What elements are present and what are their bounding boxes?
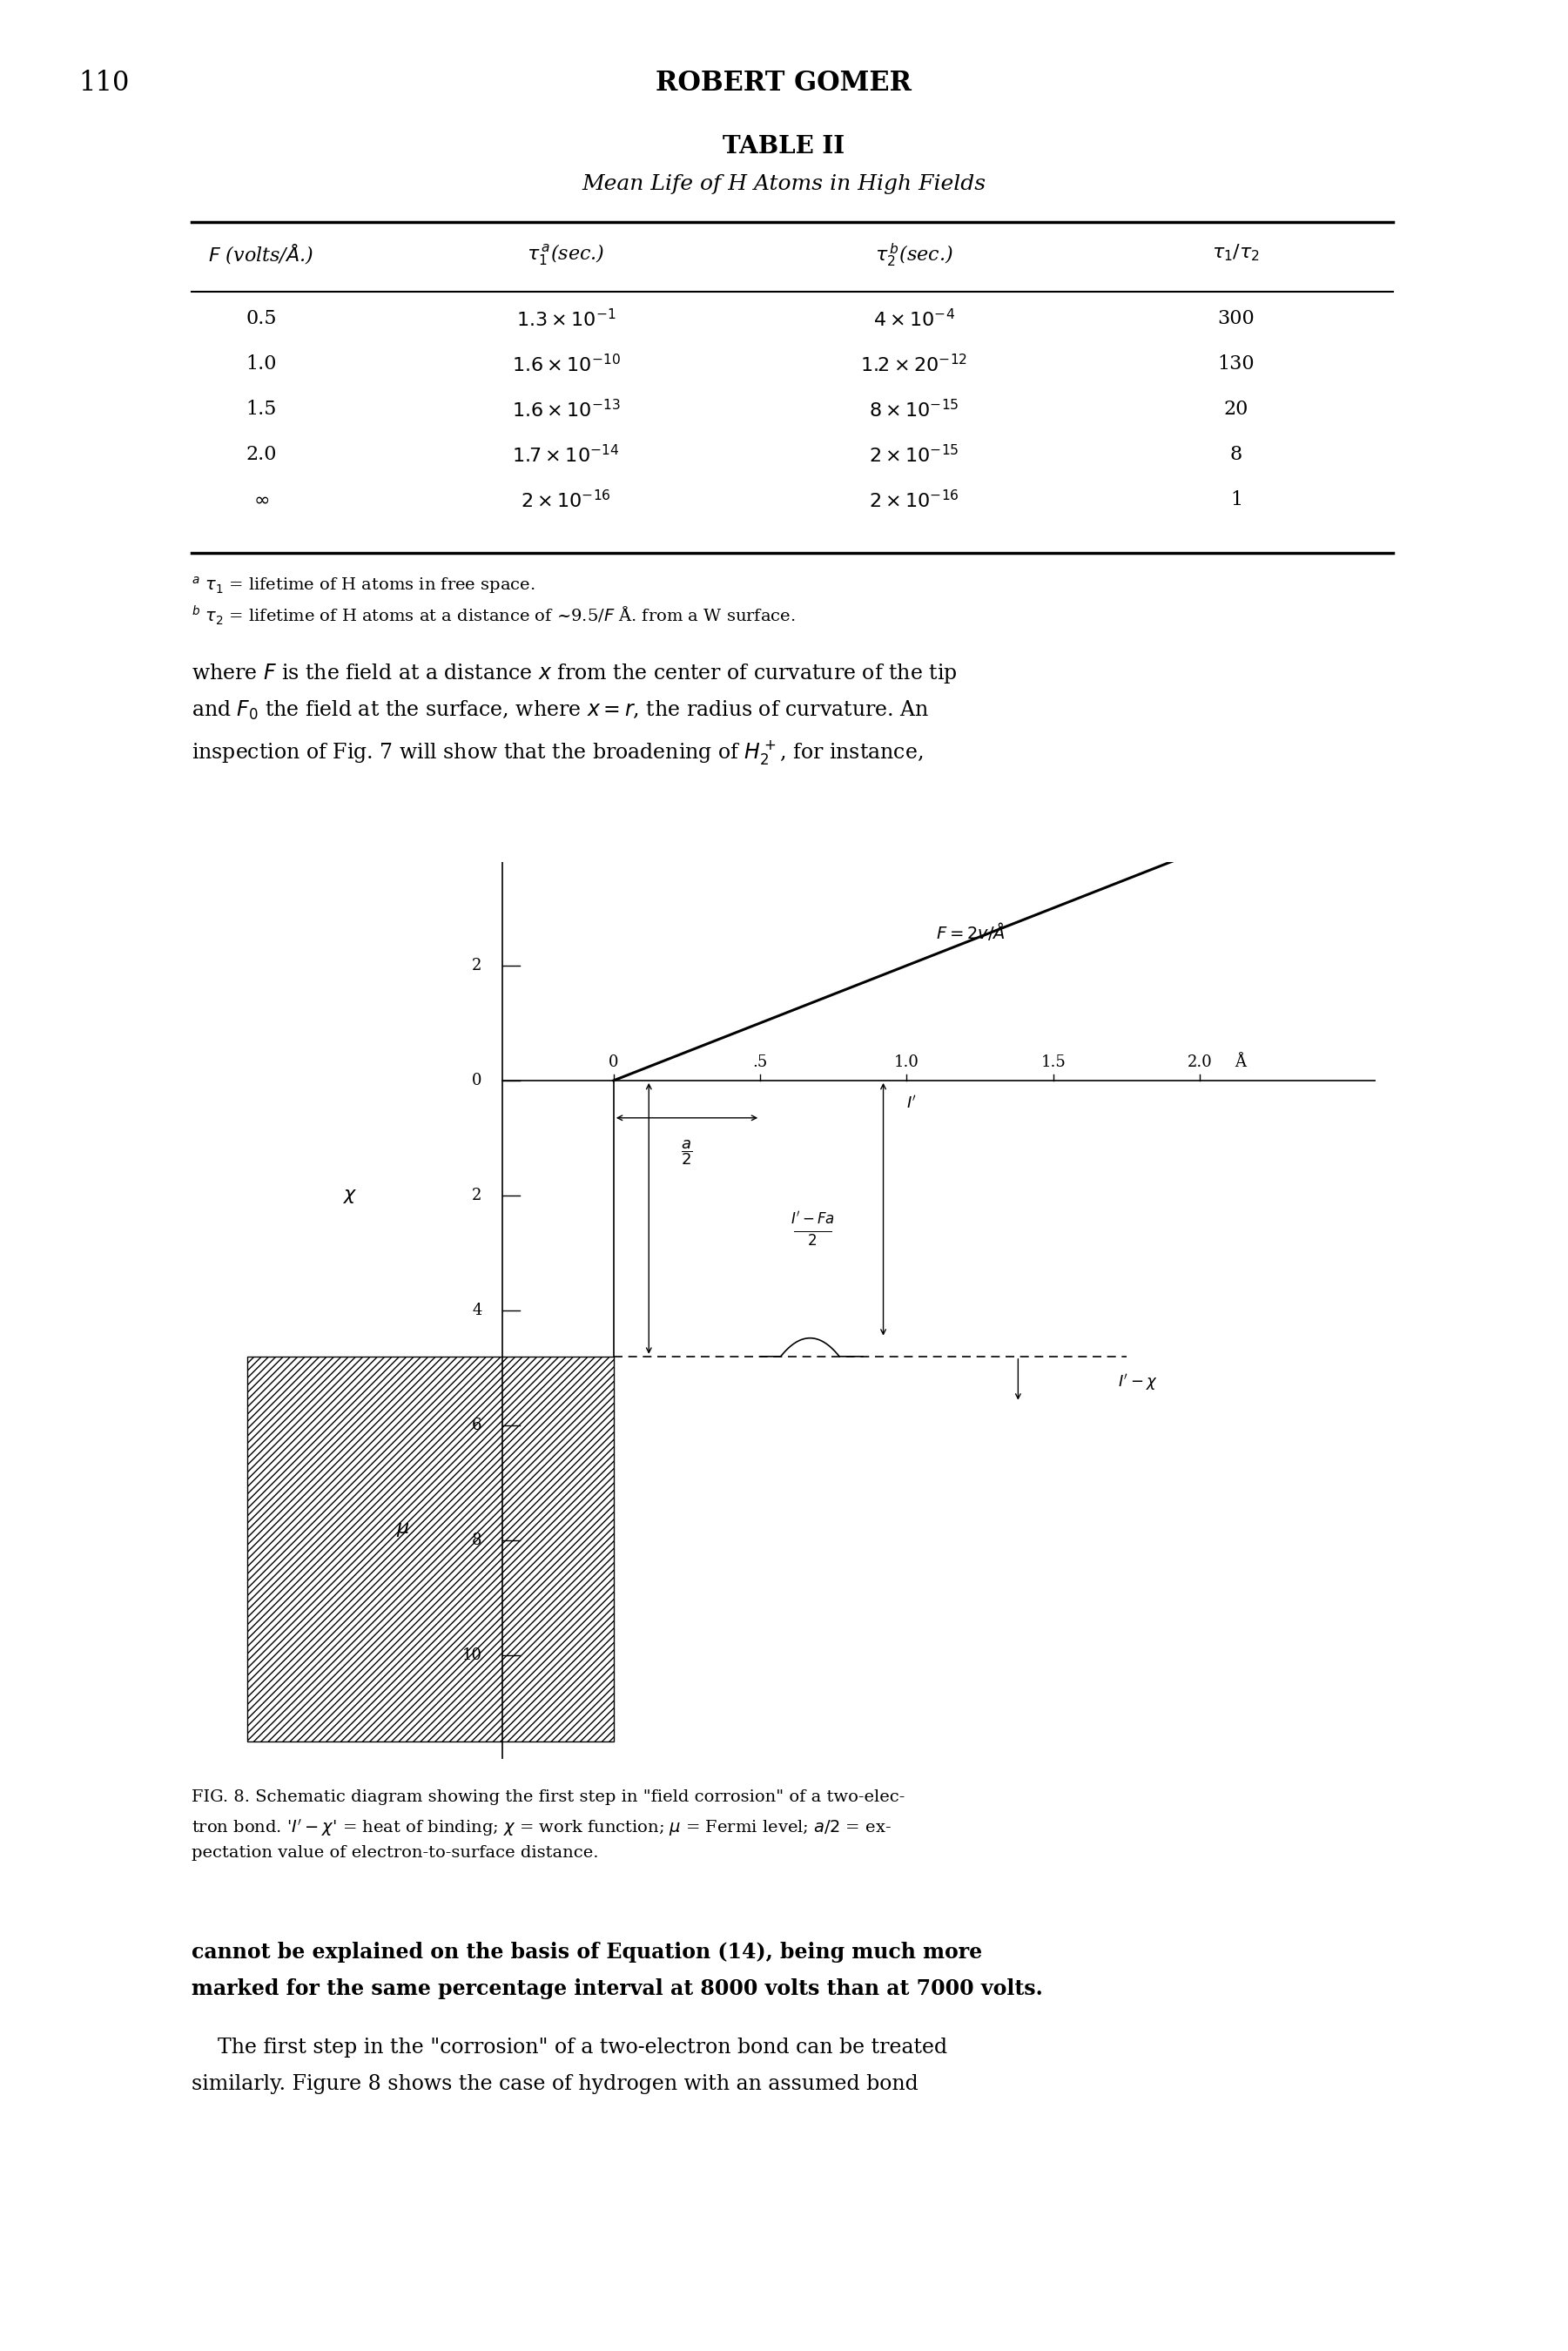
Text: where $F$ is the field at a distance $x$ from the center of curvature of the tip: where $F$ is the field at a distance $x$… — [191, 661, 956, 766]
Text: $2 \times 10^{-15}$: $2 \times 10^{-15}$ — [869, 444, 960, 468]
Text: .5: .5 — [753, 1056, 768, 1070]
Text: 2: 2 — [472, 1187, 481, 1204]
Text: $\dfrac{a}{2}$: $\dfrac{a}{2}$ — [681, 1138, 693, 1166]
Text: The first step in the "corrosion" of a two-electron bond can be treated: The first step in the "corrosion" of a t… — [191, 2038, 947, 2057]
Text: 110: 110 — [78, 71, 129, 96]
Text: 130: 130 — [1218, 355, 1254, 374]
Text: 300: 300 — [1218, 308, 1254, 329]
Text: $1.6 \times 10^{-13}$: $1.6 \times 10^{-13}$ — [511, 400, 621, 421]
Text: 1: 1 — [1231, 491, 1242, 510]
Text: $\chi$: $\chi$ — [343, 1185, 358, 1206]
Text: $2 \times 10^{-16}$: $2 \times 10^{-16}$ — [869, 491, 960, 513]
Text: $1.7 \times 10^{-14}$: $1.7 \times 10^{-14}$ — [513, 444, 619, 468]
Text: tron bond. '$I' - \chi$' = heat of binding; $\chi$ = work function; $\mu$ = Ferm: tron bond. '$I' - \chi$' = heat of bindi… — [191, 1817, 891, 1838]
Text: $I' - \chi$: $I' - \chi$ — [1118, 1373, 1157, 1392]
Text: $4 \times 10^{-4}$: $4 \times 10^{-4}$ — [873, 308, 955, 331]
Text: 0.5: 0.5 — [246, 308, 276, 329]
Text: 10: 10 — [463, 1648, 481, 1662]
Text: cannot be explained on the basis of Equation (14), being much more: cannot be explained on the basis of Equa… — [191, 1942, 982, 1963]
Text: 0: 0 — [608, 1056, 619, 1070]
Text: Å: Å — [1236, 1056, 1247, 1070]
Text: 8: 8 — [472, 1533, 481, 1549]
Text: FIG. 8. Schematic diagram showing the first step in "field corrosion" of a two-e: FIG. 8. Schematic diagram showing the fi… — [191, 1789, 905, 1806]
Text: 2.0: 2.0 — [1187, 1056, 1212, 1070]
Text: 0: 0 — [472, 1072, 481, 1089]
Text: $^{b}$ $\tau_2$ = lifetime of H atoms at a distance of ~9.5/$F$ Å. from a W surf: $^{b}$ $\tau_2$ = lifetime of H atoms at… — [191, 604, 795, 625]
Text: Mean Life of H Atoms in High Fields: Mean Life of H Atoms in High Fields — [582, 174, 986, 195]
Text: pectation value of electron-to-surface distance.: pectation value of electron-to-surface d… — [191, 1846, 599, 1860]
Text: marked for the same percentage interval at 8000 volts than at 7000 volts.: marked for the same percentage interval … — [191, 1977, 1043, 1998]
Text: $1.6 \times 10^{-10}$: $1.6 \times 10^{-10}$ — [511, 355, 621, 376]
Text: $F$ (volts/$\AA$.): $F$ (volts/$\AA$.) — [209, 242, 315, 266]
Polygon shape — [248, 1357, 613, 1742]
Text: similarly. Figure 8 shows the case of hydrogen with an assumed bond: similarly. Figure 8 shows the case of hy… — [191, 2074, 919, 2095]
Text: $\tau_1^{\,a}$(sec.): $\tau_1^{\,a}$(sec.) — [527, 242, 605, 266]
Text: $I' - Fa$
$\overline{\quad 2 \quad}$: $I' - Fa$ $\overline{\quad 2 \quad}$ — [790, 1211, 836, 1248]
Text: 1.0: 1.0 — [246, 355, 276, 374]
Text: $2 \times 10^{-16}$: $2 \times 10^{-16}$ — [521, 491, 612, 513]
Text: 2.0: 2.0 — [246, 444, 276, 463]
Text: $I'$: $I'$ — [906, 1096, 917, 1112]
Text: 6: 6 — [472, 1418, 481, 1434]
Text: $\tau_1/\tau_2$: $\tau_1/\tau_2$ — [1212, 242, 1261, 263]
Text: $^{a}$ $\tau_1$ = lifetime of H atoms in free space.: $^{a}$ $\tau_1$ = lifetime of H atoms in… — [191, 574, 535, 595]
Text: 1.5: 1.5 — [1041, 1056, 1066, 1070]
Text: $1.3 \times 10^{-1}$: $1.3 \times 10^{-1}$ — [516, 308, 616, 331]
Text: 1.0: 1.0 — [894, 1056, 919, 1070]
Text: $8 \times 10^{-15}$: $8 \times 10^{-15}$ — [869, 400, 960, 421]
Text: 1.5: 1.5 — [246, 400, 276, 418]
Text: $1.2 \times 20^{-12}$: $1.2 \times 20^{-12}$ — [861, 355, 967, 376]
Text: $F = 2v/\AA$: $F = 2v/\AA$ — [936, 919, 1005, 943]
Text: TABLE II: TABLE II — [723, 134, 845, 158]
Text: 4: 4 — [472, 1302, 481, 1319]
Text: 8: 8 — [1229, 444, 1242, 463]
Text: $\infty$: $\infty$ — [254, 491, 270, 510]
Text: 20: 20 — [1225, 400, 1248, 418]
Text: $\tau_2^{\,b}$(sec.): $\tau_2^{\,b}$(sec.) — [875, 242, 953, 270]
Text: 2: 2 — [472, 957, 481, 973]
Text: $\mu$: $\mu$ — [397, 1519, 409, 1538]
Text: ROBERT GOMER: ROBERT GOMER — [655, 71, 911, 96]
